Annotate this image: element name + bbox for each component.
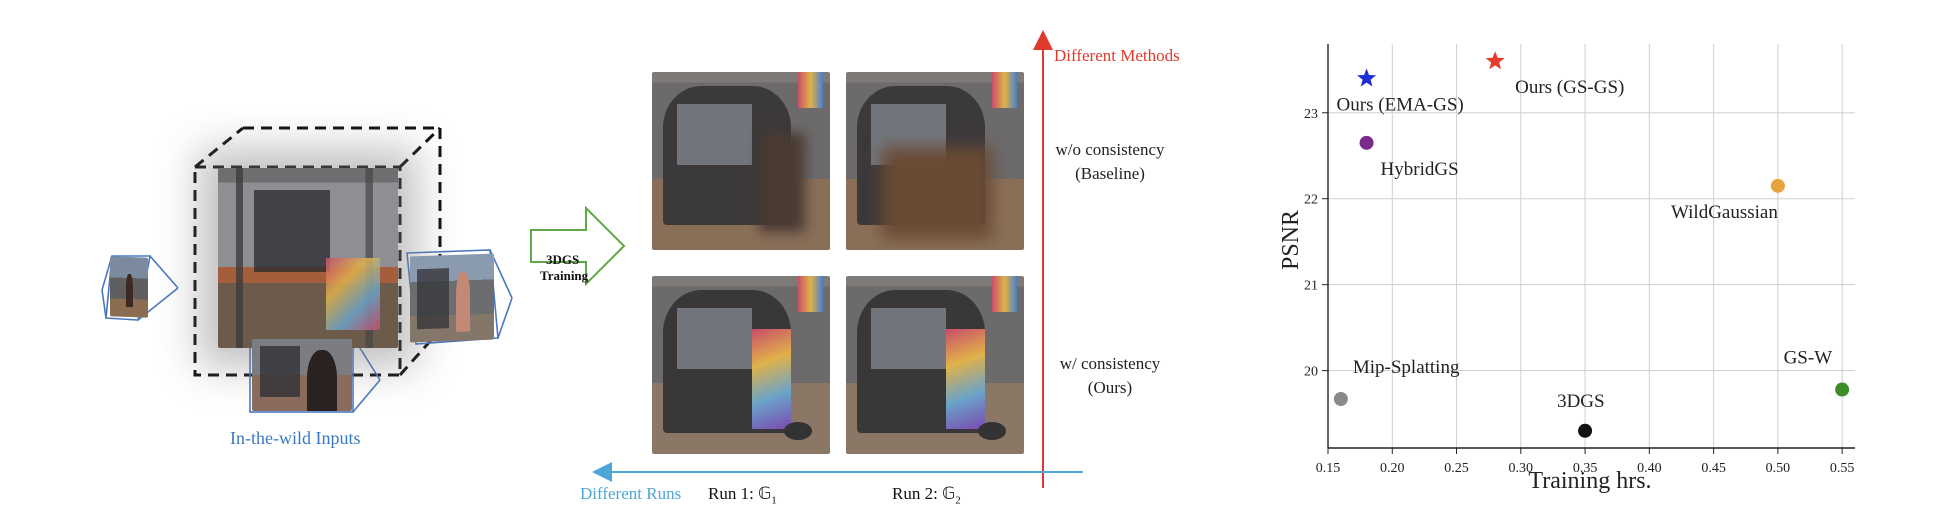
row-label-baseline: w/o consistency (Baseline) xyxy=(1040,138,1180,186)
point-gs-w-circle xyxy=(1835,382,1850,397)
point-mip-splatting-circle xyxy=(1333,392,1348,407)
column-label-run1: Run 1: 𝔾1 xyxy=(708,484,777,506)
point-wildgaussian-circle xyxy=(1770,178,1785,193)
point-ours-gs-gs-star xyxy=(1485,51,1505,70)
x-tick-label: 0.30 xyxy=(1509,461,1534,476)
row-label-baseline-line1: w/o consistency xyxy=(1055,140,1165,159)
chart-point-labels: Ours (EMA-GS) Ours (GS-GS) HybridGS WildGau… xyxy=(1337,77,1833,412)
ours-run1-image xyxy=(652,276,830,454)
chart-x-axis-label: Training hrs. xyxy=(1528,468,1651,494)
row-label-baseline-line2: (Baseline) xyxy=(1075,164,1145,183)
point-ours-ema-gs-star xyxy=(1357,68,1377,87)
label-mip-splatting: Mip-Splatting xyxy=(1353,357,1460,378)
x-tick-label: 0.35 xyxy=(1573,461,1598,476)
baseline-run2-image xyxy=(846,72,1024,250)
baseline-run1-image xyxy=(652,72,830,250)
method-run-axes xyxy=(592,30,1083,488)
psnr-vs-training-time-chart: 0.15 0.20 0.25 0.30 0.35 0.40 0.45 0.50 0.55 20 21… xyxy=(1278,44,1855,494)
label-gs-w: GS-W xyxy=(1784,348,1833,369)
scene-render-image xyxy=(218,168,398,348)
inputs-caption: In-the-wild Inputs xyxy=(230,428,361,448)
y-tick-label: 22 xyxy=(1304,193,1318,208)
chart-axes xyxy=(1327,44,1855,449)
methods-axis-label: Different Methods xyxy=(1054,46,1180,65)
label-ours-gs-gs: Ours (GS-GS) xyxy=(1515,77,1624,98)
x-tick-label: 0.40 xyxy=(1637,461,1662,476)
chart-ticks: 0.15 0.20 0.25 0.30 0.35 0.40 0.45 0.50 0.55 20 21… xyxy=(1304,107,1854,476)
label-hybridgs: HybridGS xyxy=(1381,159,1459,180)
x-tick-label: 0.15 xyxy=(1316,461,1341,476)
input-photo-left xyxy=(110,256,148,318)
y-tick-label: 21 xyxy=(1304,279,1318,294)
column-label-run2-text: Run 2: xyxy=(892,484,943,503)
x-tick-label: 0.25 xyxy=(1444,461,1469,476)
point-3dgs-circle xyxy=(1578,423,1593,438)
label-ours-ema-gs: Ours (EMA-GS) xyxy=(1337,94,1464,115)
y-tick-label: 23 xyxy=(1304,107,1318,122)
row-label-ours-line1: w/ consistency xyxy=(1059,354,1161,373)
row-label-ours-line2: (Ours) xyxy=(1087,378,1133,397)
runs-axis-label: Different Runs xyxy=(580,484,682,503)
x-tick-label: 0.50 xyxy=(1766,461,1791,476)
column-label-run1-sub: 1 xyxy=(771,494,777,507)
chart-points xyxy=(1333,51,1850,438)
x-tick-label: 0.55 xyxy=(1830,461,1855,476)
label-3dgs: 3DGS xyxy=(1557,391,1605,412)
column-label-run1-symbol: 𝔾 xyxy=(758,484,772,504)
column-label-run1-text: Run 1: xyxy=(708,484,759,503)
label-wildgaussian: WildGaussian xyxy=(1671,202,1778,223)
training-arrow-label-line1: 3DGS xyxy=(546,252,580,267)
column-label-run2: Run 2: 𝔾2 xyxy=(892,484,961,506)
point-hybridgs-circle xyxy=(1359,135,1374,150)
training-arrow-icon xyxy=(530,205,626,287)
x-tick-label: 0.45 xyxy=(1701,461,1726,476)
column-label-run2-sub: 2 xyxy=(955,494,961,507)
input-photo-bottom xyxy=(252,339,352,411)
y-tick-label: 20 xyxy=(1304,365,1318,380)
ours-run2-image xyxy=(846,276,1024,454)
row-label-ours: w/ consistency (Ours) xyxy=(1040,352,1180,400)
input-photo-right xyxy=(410,253,494,343)
chart-y-axis-label: PSNR xyxy=(1278,210,1304,270)
training-arrow-label-line2: Training xyxy=(540,268,589,283)
column-label-run2-symbol: 𝔾 xyxy=(942,484,956,504)
x-tick-label: 0.20 xyxy=(1380,461,1405,476)
